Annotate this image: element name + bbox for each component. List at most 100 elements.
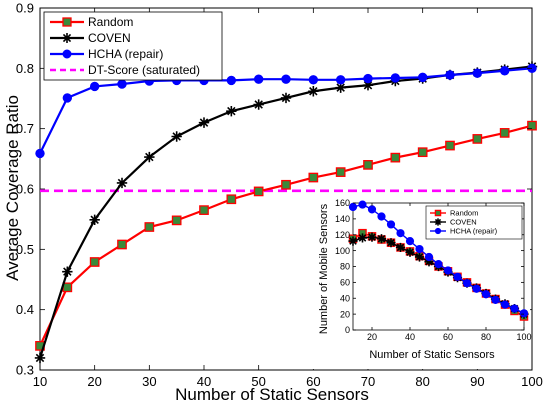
inset-data-point (472, 284, 481, 293)
main-data-point (281, 179, 291, 190)
inset-legend-marker (434, 218, 442, 226)
inset-data-point (510, 304, 519, 313)
main-data-point (89, 257, 100, 267)
inset-legend-label: Random (450, 209, 478, 218)
main-data-point (363, 73, 373, 84)
main-data-point (35, 148, 45, 159)
inset-y-tick-label: 160 (335, 198, 350, 208)
main-data-point (171, 215, 182, 226)
main-legend-marker (62, 17, 72, 27)
inset-y-tick-label: 120 (335, 230, 350, 240)
main-x-tick-label: 70 (361, 374, 375, 389)
inset-data-point (348, 236, 358, 246)
main-legend: Random COVEN HCHA (repair) DT-Score (satura… (43, 11, 223, 81)
main-data-point (199, 205, 209, 215)
inset-x-tick-label: 100 (516, 332, 531, 342)
main-legend-label: DT-Score (saturated) (88, 63, 200, 77)
main-data-point (253, 74, 264, 84)
inset-y-tick-label: 0 (345, 325, 350, 335)
main-data-point (390, 73, 401, 83)
main-data-point (417, 72, 428, 83)
main-data-point (390, 152, 401, 163)
inset-data-point (424, 257, 434, 267)
main-legend-label: Random (88, 15, 133, 29)
inset-data-point (519, 309, 529, 318)
main-data-point (62, 93, 73, 103)
inset-legend-label: HCHA (repair) (450, 227, 498, 236)
inset-data-point (462, 279, 472, 288)
main-data-point (226, 194, 237, 205)
main-y-tick-label: 0.5 (16, 242, 34, 257)
inset-data-point (500, 300, 510, 309)
main-data-point (281, 74, 291, 84)
inset-data-point (348, 202, 358, 212)
main-data-point (144, 151, 155, 163)
main-y-tick-label: 0.7 (16, 121, 34, 136)
inset-y-tick-label: 60 (340, 278, 350, 288)
main-y-tick-label: 0.9 (16, 1, 34, 16)
main-data-point (253, 186, 264, 197)
main-x-tick-label: 80 (415, 374, 429, 389)
inset-data-point (367, 232, 377, 242)
inset-legend-marker (434, 227, 442, 235)
main-data-point (308, 86, 319, 97)
inset-x-tick-label: 80 (481, 332, 491, 342)
main-legend-label: HCHA (repair) (88, 47, 163, 61)
inset-data-point (491, 295, 500, 304)
main-data-point (335, 167, 346, 177)
main-data-point (62, 266, 73, 277)
main-x-tick-label: 50 (251, 374, 265, 389)
main-legend-marker (62, 49, 72, 59)
main-x-tick-label: 10 (33, 374, 47, 389)
main-y-tick-label: 0.6 (16, 182, 34, 197)
inset-data-point (481, 290, 491, 299)
main-data-point (445, 140, 455, 151)
inset-data-point (434, 260, 443, 269)
inset-data-point (405, 237, 415, 246)
inset-legend-label: COVEN (450, 218, 477, 227)
main-data-point (280, 92, 292, 104)
main-data-point (417, 147, 428, 158)
inset-y-tick-label: 80 (340, 262, 350, 272)
inset-y-tick-label: 20 (340, 309, 350, 319)
main-data-point (198, 117, 210, 128)
main-data-point (34, 352, 46, 364)
inset-data-point (443, 266, 453, 275)
inset-x-tick-label: 40 (405, 332, 415, 342)
inset-legend-marker (434, 209, 442, 217)
inset-chart: 20 40 60 80 100 0 20 40 60 80 100 120 140 160 Number… (308, 194, 532, 369)
main-data-point (117, 239, 127, 250)
inset-y-axis-label: Number of Mobile Sensors (318, 203, 330, 334)
inset-data-point (386, 220, 396, 229)
inset-data-point (405, 247, 415, 257)
inset-x-axis-label: Number of Static Sensors (369, 349, 495, 361)
main-data-point (89, 214, 100, 225)
main-x-tick-label: 60 (306, 374, 320, 389)
inset-data-point (377, 212, 386, 221)
inset-data-point (358, 200, 367, 209)
main-legend-label: COVEN (88, 31, 131, 45)
main-data-point (499, 66, 510, 76)
main-x-tick-label: 90 (470, 374, 484, 389)
main-data-point (116, 177, 128, 189)
inset-y-tick-label: 100 (335, 246, 350, 256)
inset-data-point (415, 244, 424, 254)
inset-y-tick-label: 140 (335, 214, 350, 224)
main-data-point (226, 75, 237, 86)
main-x-axis-label: Number of Static Sensors (175, 385, 369, 404)
main-y-tick-label: 0.8 (16, 61, 34, 76)
inset-x-tick-label: 20 (367, 332, 377, 342)
inset-data-point (386, 238, 396, 248)
main-data-point (226, 105, 237, 117)
main-data-point (335, 82, 346, 93)
inset-series-2 (348, 200, 529, 318)
main-data-point (117, 79, 127, 89)
main-series-0 (35, 120, 537, 351)
main-y-axis-label: Average Coverage Ratio (3, 95, 22, 281)
inset-data-point (395, 242, 406, 253)
main-data-point (499, 128, 510, 138)
main-x-tick-label: 30 (142, 374, 156, 389)
main-data-point (89, 81, 100, 92)
